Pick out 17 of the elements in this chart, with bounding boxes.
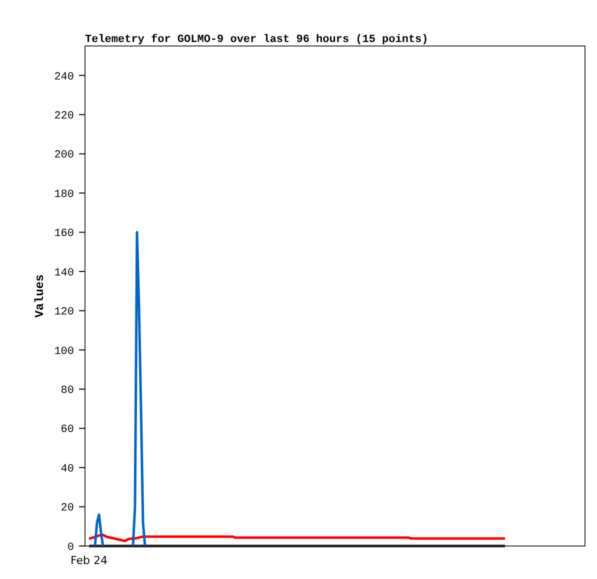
- y-tick-label: 80: [60, 384, 74, 397]
- line-series: [88, 534, 506, 542]
- y-axis-title: Values: [33, 274, 47, 318]
- x-tick-label: Feb 24: [70, 554, 108, 567]
- y-tick-label: 200: [54, 150, 74, 162]
- y-tick-label: 100: [54, 346, 74, 358]
- chart-title: Telemetry for GOLMO-9 over last 96 hours (15 points): [85, 33, 428, 46]
- y-tick-label: 120: [54, 306, 74, 319]
- y-tick-label: 160: [54, 228, 74, 240]
- y-tick-label: 220: [54, 110, 74, 122]
- y-tick-label: 240: [54, 71, 74, 84]
- y-tick-label: 140: [54, 267, 74, 280]
- y-tick-label: 40: [60, 463, 74, 476]
- y-tick-label: 0: [67, 542, 74, 554]
- y-tick-label: 60: [60, 424, 74, 436]
- y-tick-label: 180: [54, 188, 74, 201]
- y-tick-label: 20: [60, 502, 74, 515]
